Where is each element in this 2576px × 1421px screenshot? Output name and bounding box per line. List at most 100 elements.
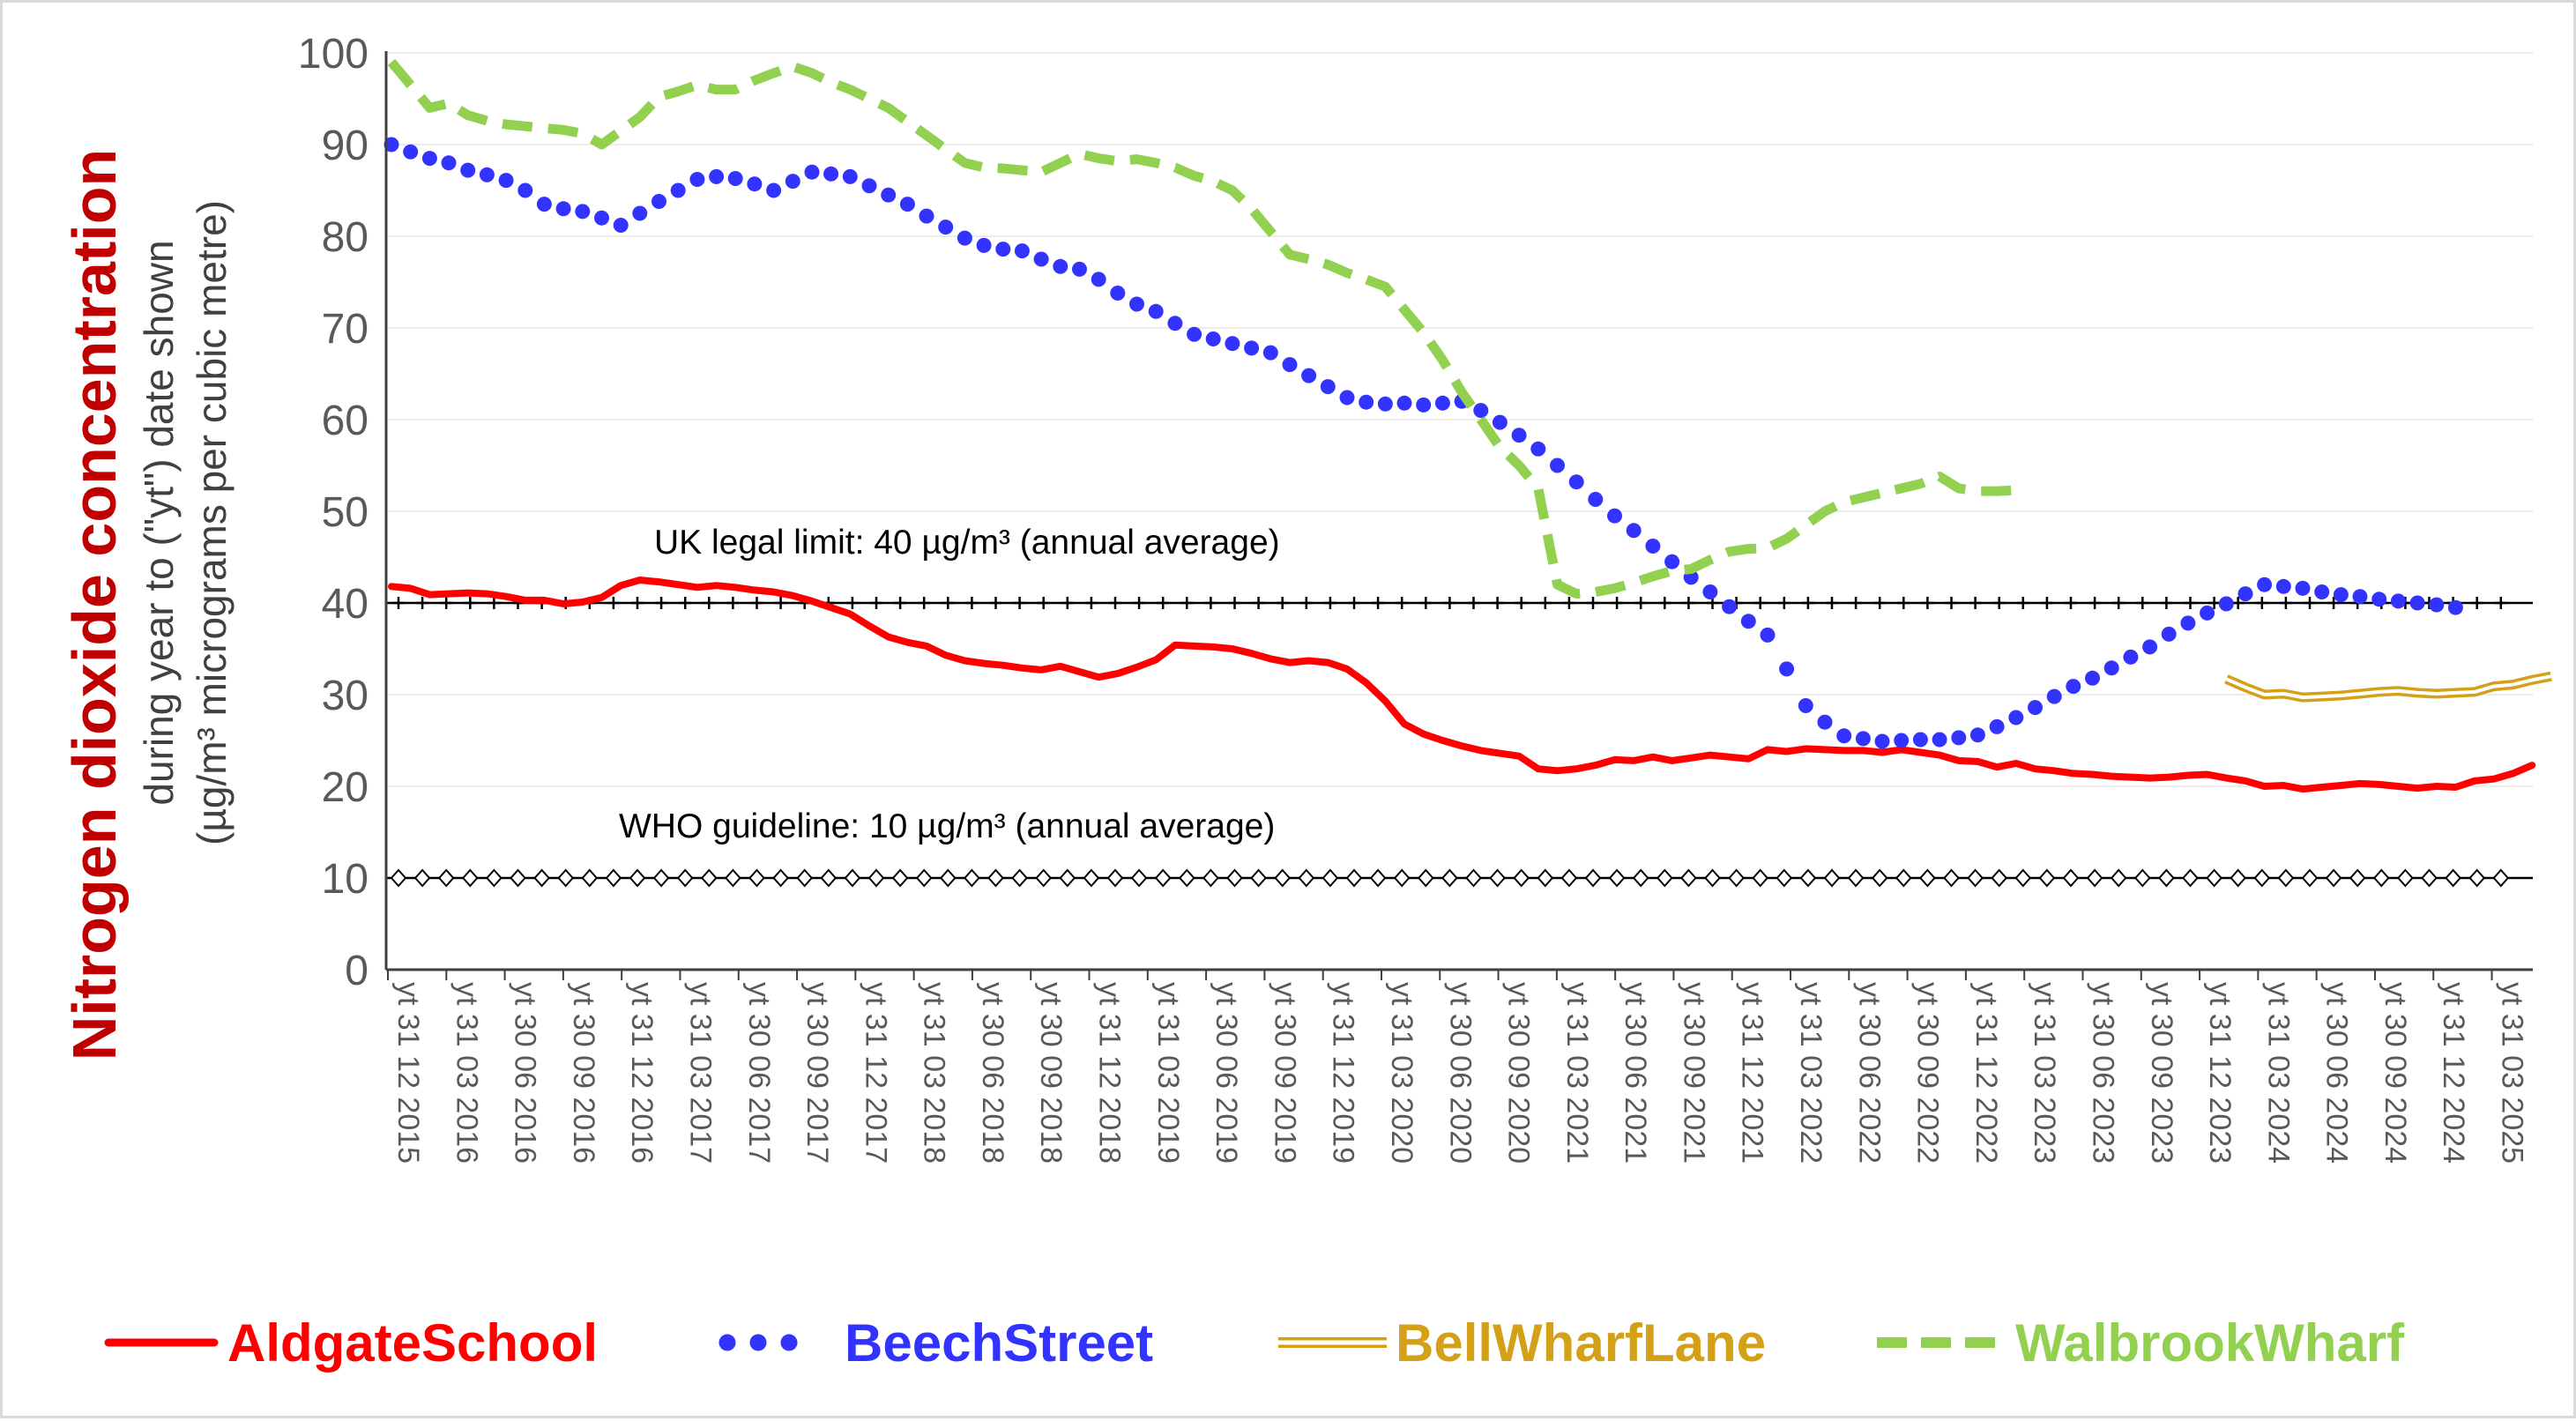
- limit-marker: [631, 597, 644, 609]
- beechstreet-point: [2371, 591, 2387, 607]
- limit-marker: [1634, 597, 1648, 609]
- limit-marker: [1850, 597, 1863, 609]
- guideline-marker: [748, 868, 765, 888]
- beechstreet-point: [594, 210, 609, 226]
- guideline-marker: [2468, 868, 2486, 888]
- limit-marker: [1204, 597, 1217, 609]
- limit-marker: [1180, 597, 1194, 609]
- guideline-marker: [1106, 868, 1124, 888]
- beechstreet-point: [1932, 732, 1947, 748]
- beechstreet-point: [1205, 331, 1221, 346]
- guideline-marker: [510, 868, 526, 888]
- x-tick-label: yt 31 12 2018: [1093, 982, 1127, 1164]
- y-tick-label: 30: [322, 673, 369, 719]
- limit-marker: [1992, 597, 2006, 609]
- limit-marker: [2088, 597, 2102, 609]
- beechstreet-point: [1110, 286, 1126, 301]
- guideline-marker: [1178, 868, 1195, 888]
- guideline-marker: [2301, 868, 2319, 888]
- y-axis-title-group: Nitrogen dioxide concentration during ye…: [60, 149, 235, 1061]
- beechstreet-point: [2429, 597, 2445, 613]
- beechstreet-point: [1262, 345, 1278, 361]
- guideline-marker: [413, 868, 431, 888]
- limit-marker: [894, 597, 907, 609]
- limit-marker: [679, 597, 692, 609]
- beechstreet-point: [1607, 508, 1622, 524]
- limit-marker: [2040, 597, 2053, 609]
- beechstreet-point: [1951, 730, 1967, 746]
- guideline-marker: [891, 868, 909, 888]
- guideline-marker: [1608, 868, 1626, 888]
- grid-layer: [386, 52, 2533, 879]
- guideline-marker: [844, 868, 861, 888]
- limit-marker: [2470, 597, 2483, 609]
- guideline-marker: [1059, 868, 1076, 888]
- y-tick-label: 80: [322, 214, 369, 261]
- beechstreet-point: [1664, 554, 1680, 569]
- beechstreet-point: [1416, 397, 1432, 413]
- guideline-marker: [605, 868, 622, 888]
- limit-marker: [1419, 597, 1433, 609]
- beechstreet-point: [2085, 670, 2100, 686]
- guideline-marker: [2325, 868, 2342, 888]
- beechstreet-point: [1033, 251, 1049, 267]
- limit-marker: [965, 597, 979, 609]
- beechstreet-point: [1702, 584, 1718, 599]
- limit-marker: [1753, 597, 1767, 609]
- beechstreet-point: [709, 168, 725, 184]
- legend-swatch-beechstreet: [749, 1334, 767, 1351]
- beechstreet-point: [441, 155, 457, 171]
- x-tick-label: yt 30 09 2022: [1911, 982, 1945, 1164]
- guideline-marker: [1704, 868, 1721, 888]
- beechstreet-point: [498, 173, 514, 189]
- limit-marker: [2065, 597, 2077, 609]
- guideline-marker: [390, 868, 407, 888]
- guideline-marker: [1154, 868, 1172, 888]
- guideline-marker: [533, 868, 550, 888]
- guideline-marker: [2492, 868, 2510, 888]
- guideline-marker: [1728, 868, 1745, 888]
- guideline-marker: [2110, 868, 2127, 888]
- guideline-marker: [915, 868, 933, 888]
- uk-limit-label: UK legal limit: 40 µg/m³ (annual average…: [654, 524, 1280, 562]
- limit-marker: [2494, 597, 2507, 609]
- guideline-marker: [2397, 868, 2414, 888]
- beechstreet-point: [919, 208, 934, 224]
- beechstreet-point: [555, 201, 571, 217]
- x-tick-label: yt 30 06 2022: [1852, 982, 1886, 1164]
- guideline-marker: [1823, 868, 1841, 888]
- limit-marker: [1467, 597, 1480, 609]
- guideline-marker: [676, 868, 694, 888]
- chart-svg: UK legal limit: 40 µg/m³ (annual average…: [60, 31, 2552, 1373]
- guideline-marker: [1083, 868, 1100, 888]
- beechstreet-point: [1148, 303, 1164, 319]
- beechstreet-point: [2008, 710, 2024, 725]
- y-tick-labels: 0 10 20 30 40 50 60 70 80 90 100: [298, 31, 369, 994]
- limit-marker: [1396, 597, 1409, 609]
- guideline-marker: [1417, 868, 1434, 888]
- y-axis-title: Nitrogen dioxide concentration: [60, 149, 129, 1061]
- guideline-marker: [557, 868, 575, 888]
- aldgateschool-line: [388, 577, 2536, 793]
- guideline-marker: [2158, 868, 2175, 888]
- guideline-marker: [1632, 868, 1649, 888]
- beechstreet-point: [2161, 626, 2177, 642]
- x-tick-label: yt 31 03 2025: [2496, 982, 2529, 1164]
- limit-marker: [726, 597, 740, 609]
- guideline-marker: [1489, 868, 1506, 888]
- beechstreet-point: [670, 182, 686, 198]
- limit-marker: [1252, 597, 1265, 609]
- guideline-marker: [1537, 868, 1554, 888]
- guideline-marker: [1752, 868, 1769, 888]
- beechstreet-point: [1091, 272, 1106, 287]
- beechstreet-point: [804, 164, 820, 180]
- limit-marker: [774, 597, 787, 609]
- x-tick-label: yt 30 09 2020: [1502, 982, 1536, 1164]
- x-tick-label: yt 31 03 2016: [450, 982, 483, 1164]
- limit-marker: [1443, 597, 1456, 609]
- bellwharflane-line-inner: [2225, 674, 2552, 700]
- x-tick-label: yt 30 06 2020: [1443, 982, 1477, 1164]
- beechstreet-point: [651, 194, 666, 209]
- limit-marker: [1372, 597, 1385, 609]
- series-layer: [383, 58, 2552, 793]
